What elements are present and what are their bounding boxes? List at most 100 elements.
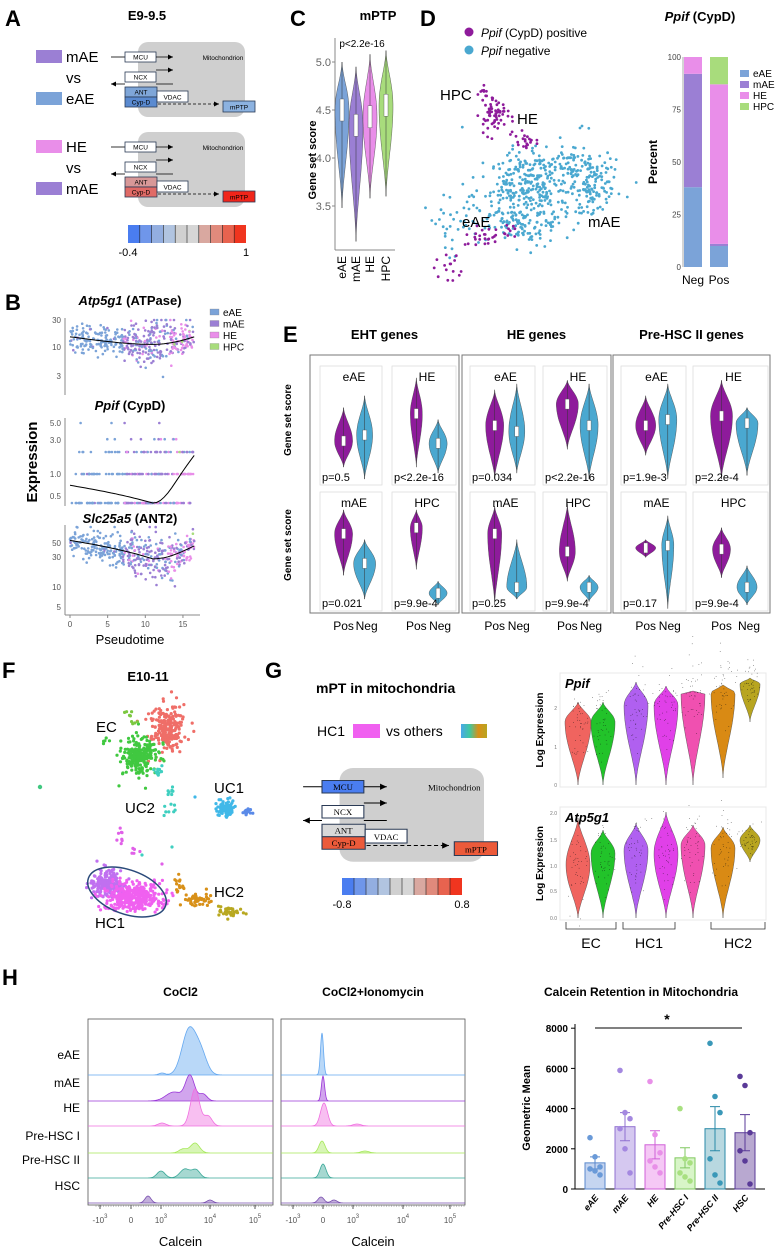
- y-tick-label: 0.5: [50, 492, 62, 501]
- cell-point: [89, 450, 93, 454]
- replicate-point: [707, 1156, 713, 1162]
- positive-cell: [499, 118, 503, 122]
- cell-point: [156, 767, 160, 771]
- positive-cell: [493, 125, 496, 129]
- jitter-point: [753, 687, 755, 689]
- group-bracket: [710, 922, 766, 930]
- jitter-point: [659, 690, 660, 691]
- cell-point: [175, 501, 178, 505]
- cell-point: [99, 869, 103, 873]
- positive-cell: [486, 118, 490, 122]
- jitter-point: [686, 827, 687, 828]
- cell-point: [157, 727, 161, 731]
- cell-point: [135, 750, 139, 754]
- cell-point: [192, 539, 196, 543]
- jitter-point: [569, 683, 570, 685]
- cell-point: [218, 909, 222, 914]
- negative-cell: [492, 166, 495, 170]
- jitter-point: [585, 851, 587, 852]
- negative-cell: [569, 172, 573, 176]
- jitter-point: [575, 740, 576, 741]
- x-tick-label: Pos: [406, 619, 427, 633]
- negative-cell: [538, 236, 542, 240]
- jitter-point: [721, 815, 723, 816]
- cell-point: [182, 545, 185, 549]
- negative-cell: [587, 126, 591, 130]
- cell-point: [140, 501, 144, 505]
- cell-point: [123, 544, 126, 548]
- subpanel-frame: [542, 365, 608, 486]
- cell-point: [172, 437, 175, 441]
- negative-cell: [523, 159, 527, 163]
- gene-name: Ppif: [665, 9, 691, 24]
- subpanel-label: HPC: [414, 496, 440, 510]
- cell-point: [105, 343, 108, 346]
- jitter-point: [604, 861, 606, 862]
- x-tick-label: Pos: [484, 619, 505, 633]
- positive-cell: [488, 110, 492, 113]
- cell-point: [99, 344, 103, 348]
- jitter-point: [601, 846, 603, 848]
- cell-point: [175, 542, 178, 546]
- replicate-point: [747, 1129, 753, 1136]
- tick-exponent: 5: [258, 1214, 262, 1220]
- x-tick-label: 105: [249, 1214, 262, 1225]
- negative-cell: [588, 190, 592, 193]
- positive-cell: [508, 229, 512, 233]
- cell-point: [193, 895, 197, 900]
- cell-point: [185, 318, 188, 322]
- cell-point: [172, 318, 176, 322]
- jitter-point: [722, 674, 724, 675]
- jitter-point: [569, 915, 571, 917]
- cell-point: [144, 501, 148, 505]
- replicate-point: [652, 1164, 658, 1170]
- cell-point: [125, 762, 129, 766]
- jitter-point: [585, 746, 587, 748]
- histogram-Pre-HSC I: [88, 1142, 273, 1154]
- positive-cell: [496, 110, 499, 114]
- replicate-point: [592, 1154, 598, 1160]
- cell-point: [142, 547, 145, 551]
- cell-point: [129, 542, 132, 546]
- replicate-point: [657, 1170, 663, 1176]
- cell-point: [141, 771, 145, 775]
- cell-point: [146, 450, 149, 454]
- jitter-point: [747, 699, 749, 700]
- cell-point: [135, 358, 138, 361]
- negative-cell: [551, 158, 554, 161]
- cell-point: [155, 355, 159, 359]
- box-plot: [643, 542, 648, 554]
- cell-point: [232, 805, 236, 810]
- jitter-point: [752, 682, 754, 683]
- histogram-mAE: [88, 1074, 273, 1102]
- jitter-point: [700, 692, 701, 693]
- jitter-point: [600, 862, 602, 863]
- cell-point: [201, 902, 205, 906]
- jitter-point: [606, 883, 607, 885]
- negative-cell: [552, 178, 556, 182]
- jitter-point: [751, 673, 753, 675]
- cell-point: [143, 786, 148, 790]
- cell-point: [68, 339, 72, 343]
- negative-cell: [557, 221, 561, 225]
- negative-cell: [544, 224, 548, 228]
- negative-cell: [488, 194, 492, 198]
- jitter-point: [668, 849, 669, 850]
- jitter-point: [596, 723, 598, 725]
- group-bracket: [622, 922, 676, 930]
- cell-point: [97, 875, 101, 879]
- cell-point: [159, 349, 162, 353]
- cell-point: [171, 743, 175, 748]
- negative-cell: [529, 236, 532, 239]
- cell-point: [138, 550, 141, 554]
- vdac-label: VDAC: [374, 832, 399, 842]
- positive-cell: [523, 134, 526, 138]
- jitter-point: [752, 846, 753, 847]
- y-axis-label: Log Expression: [535, 826, 546, 901]
- cell-point: [140, 736, 144, 741]
- replicate-point: [717, 1109, 723, 1116]
- cell-point: [145, 738, 149, 743]
- negative-cell: [512, 184, 516, 188]
- subpanel-HE: HEp<2.2e-16: [391, 365, 457, 486]
- positive-cell: [459, 270, 463, 273]
